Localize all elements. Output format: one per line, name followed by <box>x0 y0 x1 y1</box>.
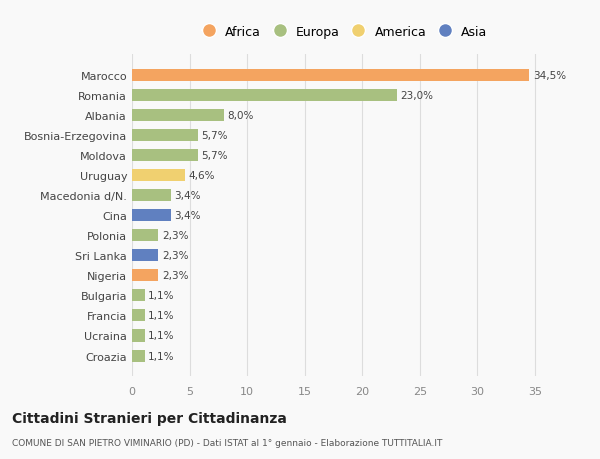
Text: 2,3%: 2,3% <box>162 271 188 281</box>
Bar <box>132 350 145 362</box>
Bar <box>132 130 197 142</box>
Text: COMUNE DI SAN PIETRO VIMINARIO (PD) - Dati ISTAT al 1° gennaio - Elaborazione TU: COMUNE DI SAN PIETRO VIMINARIO (PD) - Da… <box>12 438 442 447</box>
Text: 1,1%: 1,1% <box>148 291 175 301</box>
Text: 3,4%: 3,4% <box>175 211 201 221</box>
Bar <box>132 330 145 342</box>
Text: 23,0%: 23,0% <box>400 91 433 101</box>
Bar <box>132 230 158 242</box>
Bar <box>132 110 224 122</box>
Bar <box>132 190 171 202</box>
Bar <box>132 250 158 262</box>
Text: 2,3%: 2,3% <box>162 251 188 261</box>
Text: 34,5%: 34,5% <box>533 71 566 81</box>
Text: 4,6%: 4,6% <box>188 171 215 181</box>
Text: 5,7%: 5,7% <box>201 131 227 141</box>
Text: 1,1%: 1,1% <box>148 331 175 341</box>
Bar <box>132 210 171 222</box>
Text: 5,7%: 5,7% <box>201 151 227 161</box>
Text: 1,1%: 1,1% <box>148 311 175 321</box>
Text: 2,3%: 2,3% <box>162 231 188 241</box>
Text: Cittadini Stranieri per Cittadinanza: Cittadini Stranieri per Cittadinanza <box>12 411 287 425</box>
Text: 1,1%: 1,1% <box>148 351 175 361</box>
Bar <box>132 270 158 282</box>
Legend: Africa, Europa, America, Asia: Africa, Europa, America, Asia <box>196 20 494 45</box>
Text: 8,0%: 8,0% <box>227 111 254 121</box>
Bar <box>132 70 529 82</box>
Bar <box>132 170 185 182</box>
Text: 3,4%: 3,4% <box>175 191 201 201</box>
Bar <box>132 90 397 102</box>
Bar <box>132 290 145 302</box>
Bar <box>132 150 197 162</box>
Bar <box>132 310 145 322</box>
